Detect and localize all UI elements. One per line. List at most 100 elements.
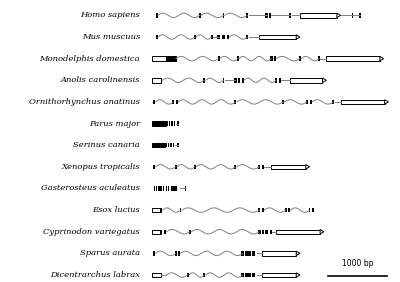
Bar bbox=[172, 121, 173, 126]
Bar bbox=[178, 251, 180, 255]
Text: Homo sapiens: Homo sapiens bbox=[80, 11, 140, 19]
Bar bbox=[169, 121, 170, 126]
Bar bbox=[217, 35, 220, 39]
Polygon shape bbox=[385, 100, 388, 104]
Bar bbox=[175, 165, 177, 169]
Bar bbox=[270, 56, 273, 61]
Text: Xenopus tropicalis: Xenopus tropicalis bbox=[62, 163, 140, 171]
Bar bbox=[285, 208, 286, 212]
Bar bbox=[262, 273, 296, 277]
Bar bbox=[332, 100, 334, 104]
Bar bbox=[270, 230, 272, 234]
Bar bbox=[204, 273, 205, 277]
Bar bbox=[248, 251, 251, 255]
Text: Ornithorhynchus anatinus: Ornithorhynchus anatinus bbox=[29, 98, 140, 106]
Bar bbox=[172, 100, 174, 104]
Bar bbox=[308, 208, 310, 212]
Text: 1000 bp: 1000 bp bbox=[342, 259, 373, 268]
Bar bbox=[246, 13, 248, 17]
Bar bbox=[199, 13, 200, 17]
Text: Sparus aurata: Sparus aurata bbox=[80, 249, 140, 257]
Bar bbox=[359, 13, 361, 17]
Bar bbox=[170, 143, 172, 147]
Bar bbox=[167, 121, 168, 126]
Bar bbox=[168, 186, 170, 191]
Bar bbox=[194, 165, 196, 169]
Bar bbox=[290, 13, 291, 17]
Bar bbox=[258, 165, 260, 169]
Bar bbox=[174, 121, 175, 126]
Bar bbox=[152, 230, 161, 234]
Bar bbox=[164, 230, 166, 234]
Bar bbox=[153, 165, 155, 169]
Bar bbox=[160, 208, 162, 212]
Bar bbox=[160, 230, 162, 234]
Polygon shape bbox=[320, 230, 324, 234]
Bar bbox=[241, 251, 244, 255]
Bar bbox=[152, 121, 166, 126]
Bar bbox=[152, 208, 161, 212]
Bar bbox=[171, 186, 174, 191]
Bar bbox=[237, 56, 239, 61]
Text: Monodelphis domestica: Monodelphis domestica bbox=[40, 55, 140, 63]
Bar bbox=[300, 13, 337, 17]
Bar bbox=[262, 165, 264, 169]
Bar bbox=[222, 13, 224, 17]
Bar bbox=[340, 100, 385, 104]
Text: Mus muscuus: Mus muscuus bbox=[82, 33, 140, 41]
Bar bbox=[282, 100, 284, 104]
Polygon shape bbox=[296, 273, 300, 277]
Polygon shape bbox=[296, 35, 300, 39]
Bar bbox=[271, 165, 306, 169]
Bar bbox=[276, 230, 320, 234]
Text: Cyprinodon variegatus: Cyprinodon variegatus bbox=[44, 228, 140, 236]
Bar bbox=[222, 78, 224, 83]
Bar bbox=[262, 230, 264, 234]
Bar bbox=[152, 56, 166, 61]
Bar bbox=[158, 186, 160, 191]
Bar bbox=[153, 251, 155, 255]
Bar bbox=[246, 35, 248, 39]
Text: Anolis carolinensis: Anolis carolinensis bbox=[61, 76, 140, 84]
Bar bbox=[248, 273, 251, 277]
Bar bbox=[185, 186, 186, 191]
Bar bbox=[252, 273, 255, 277]
Bar bbox=[265, 13, 268, 17]
Bar bbox=[152, 78, 161, 83]
Bar bbox=[222, 35, 225, 39]
Bar bbox=[275, 78, 277, 83]
Bar bbox=[252, 251, 255, 255]
Bar bbox=[312, 208, 314, 212]
Bar bbox=[173, 143, 174, 147]
Bar bbox=[318, 56, 320, 61]
Text: Dicentrarchus labrax: Dicentrarchus labrax bbox=[50, 271, 140, 279]
Bar bbox=[310, 100, 312, 104]
Bar bbox=[279, 78, 281, 83]
Bar bbox=[238, 78, 240, 83]
Bar bbox=[352, 13, 354, 17]
Bar bbox=[180, 208, 182, 212]
Text: Gasterosteus aculeatus: Gasterosteus aculeatus bbox=[41, 184, 140, 193]
Bar bbox=[258, 208, 260, 212]
Polygon shape bbox=[337, 13, 340, 17]
Bar bbox=[152, 143, 165, 147]
Bar bbox=[176, 100, 178, 104]
Bar bbox=[154, 186, 155, 191]
Bar bbox=[262, 208, 264, 212]
Bar bbox=[299, 56, 301, 61]
Bar bbox=[178, 143, 179, 147]
Bar bbox=[174, 186, 177, 191]
Bar bbox=[152, 273, 161, 277]
Bar bbox=[189, 230, 191, 234]
Polygon shape bbox=[380, 56, 384, 61]
Bar bbox=[245, 251, 248, 255]
Bar bbox=[204, 78, 205, 83]
Bar bbox=[168, 143, 169, 147]
Bar bbox=[306, 100, 308, 104]
Polygon shape bbox=[322, 78, 326, 83]
Polygon shape bbox=[306, 165, 310, 169]
Bar bbox=[269, 13, 271, 17]
Bar bbox=[166, 186, 167, 191]
Bar bbox=[245, 273, 248, 277]
Bar bbox=[156, 186, 157, 191]
